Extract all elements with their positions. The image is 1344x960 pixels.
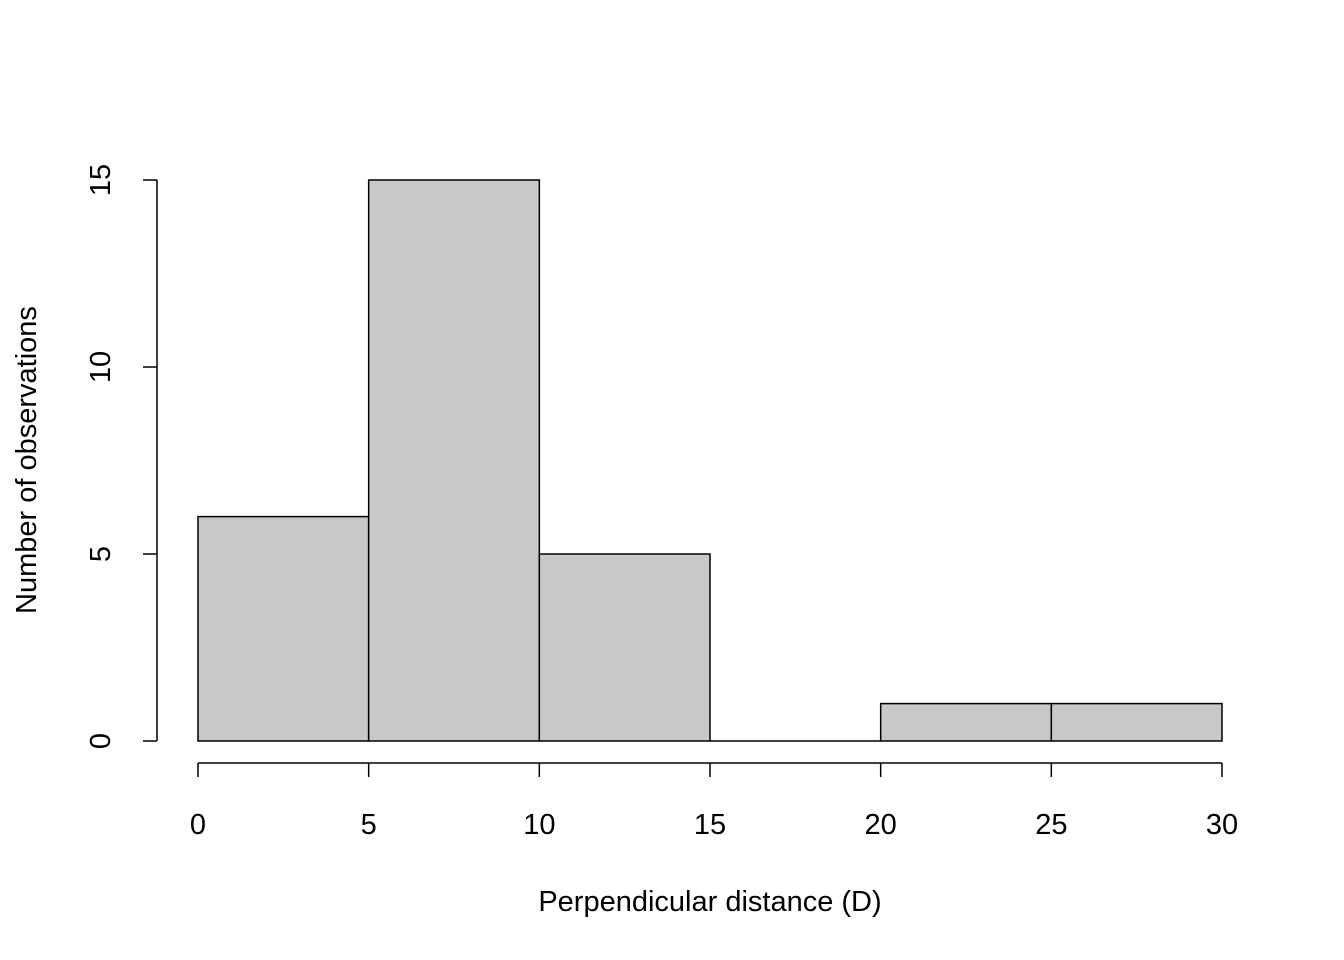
histogram-bar xyxy=(538,553,711,742)
x-tick-label: 30 xyxy=(1206,809,1238,841)
x-tick-label: 25 xyxy=(1035,809,1067,841)
y-tick-label: 15 xyxy=(85,164,117,196)
histogram-bar xyxy=(1050,702,1223,742)
y-tick-label: 0 xyxy=(85,733,117,749)
histogram-bar xyxy=(879,702,1053,742)
histogram-bar xyxy=(367,179,541,742)
x-axis-label: Perpendicular distance (D) xyxy=(538,886,881,918)
y-tick-label: 5 xyxy=(85,546,117,562)
y-ticks: 0 5 10 15 xyxy=(85,164,157,749)
y-tick-label: 10 xyxy=(85,351,117,383)
x-tick-label: 15 xyxy=(694,809,726,841)
y-axis-label: Number of observations xyxy=(11,306,43,614)
x-tick-label: 0 xyxy=(190,809,206,841)
histogram-bar xyxy=(197,515,370,742)
x-ticks: 0 5 10 15 20 25 30 xyxy=(190,763,1238,841)
x-tick-label: 5 xyxy=(361,809,377,841)
x-tick-label: 20 xyxy=(865,809,897,841)
bars xyxy=(197,179,1223,742)
x-tick-label: 10 xyxy=(523,809,555,841)
